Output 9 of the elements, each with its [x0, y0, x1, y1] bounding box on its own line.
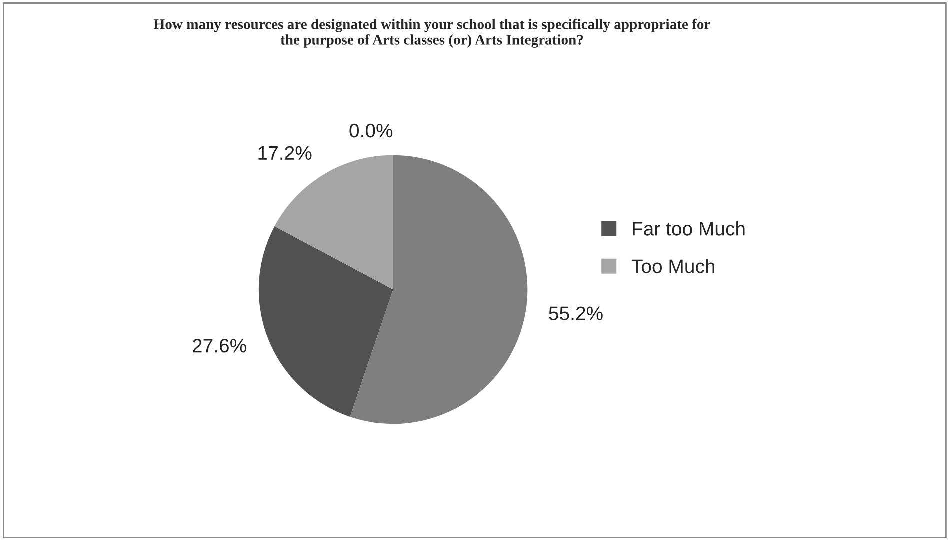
legend-label: Far too Much: [633, 222, 745, 236]
pie-slice: [258, 226, 394, 417]
data-label: 27.6%: [192, 339, 246, 353]
legend-label: Too Much: [632, 259, 714, 274]
data-label: 17.2%: [258, 146, 312, 160]
text: 0.0%: [350, 124, 393, 138]
chart-title: How many resources are designated within your school that is specifically appropriate for the purpose of Arts classes (or) Arts Integration?: [154, 18, 710, 48]
pie-slice: [350, 155, 528, 424]
data-label: 55.2%: [549, 306, 603, 320]
